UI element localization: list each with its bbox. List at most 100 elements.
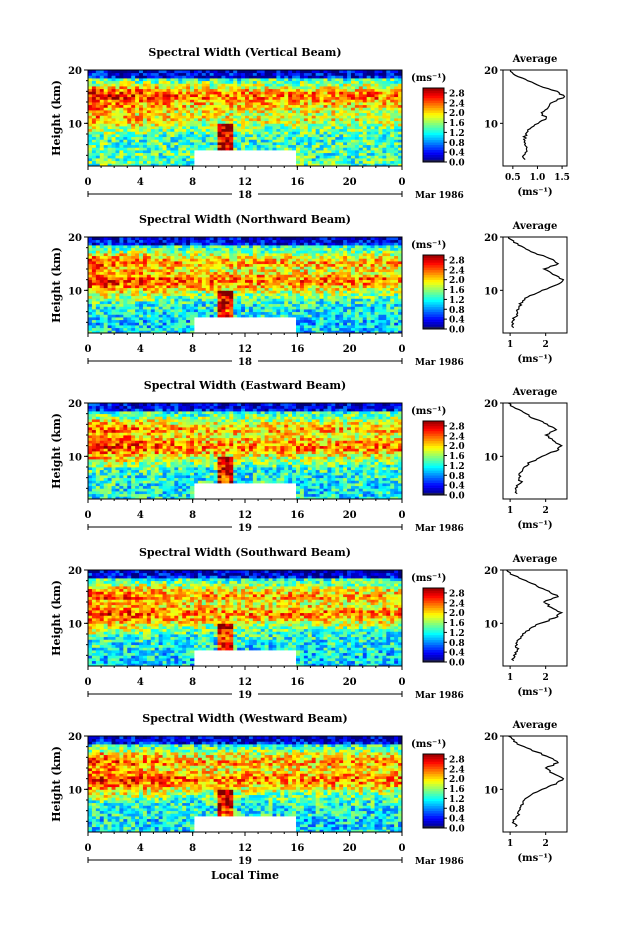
x-tick-label: 0 bbox=[85, 344, 92, 355]
colorbar-tick-label: 2.0 bbox=[449, 609, 465, 619]
colorbar-tick-label: 1.2 bbox=[449, 462, 465, 472]
x-tick-label: 8 bbox=[189, 843, 196, 854]
colorbar-tick-label: 0.0 bbox=[449, 159, 465, 169]
x-tick-label: 12 bbox=[238, 677, 252, 688]
colorbar-tick-label: 0.0 bbox=[449, 825, 465, 835]
date-label: Mar 1986 bbox=[415, 191, 464, 201]
panel-title: Spectral Width (Vertical Beam) bbox=[148, 46, 341, 59]
y-tick-label: 10 bbox=[68, 119, 82, 130]
average-title: Average bbox=[512, 387, 558, 398]
colorbar-tick-label: 2.4 bbox=[449, 432, 465, 442]
colorbar-tick-label: 0.0 bbox=[449, 326, 465, 336]
colorbar-tick-label: 2.0 bbox=[449, 775, 465, 785]
x-tick-label: 0 bbox=[399, 677, 406, 688]
y-tick-label: 10 bbox=[68, 619, 82, 630]
x-tick-label: 0 bbox=[399, 344, 406, 355]
colorbar-tick-label: 1.2 bbox=[449, 129, 465, 139]
average-y-tick-label: 10 bbox=[484, 452, 498, 463]
colorbar-tick-label: 0.4 bbox=[449, 649, 465, 659]
x-tick-label: 0 bbox=[85, 677, 92, 688]
y-tick-label: 20 bbox=[68, 732, 82, 743]
colorbar-tick-label: 0.8 bbox=[449, 472, 465, 482]
x-tick-label: 12 bbox=[238, 177, 252, 188]
average-profile-line bbox=[507, 236, 565, 329]
colorbar-tick-label: 0.4 bbox=[449, 316, 465, 326]
average-x-tick-label: 1 bbox=[507, 839, 513, 849]
x-tick-label: 4 bbox=[137, 510, 144, 521]
y-tick-label: 20 bbox=[68, 566, 82, 577]
y-axis-label: Height (km) bbox=[50, 580, 63, 656]
colorbar-tick-label: 0.8 bbox=[449, 139, 465, 149]
average-x-tick-label: 0.5 bbox=[505, 173, 521, 183]
colorbar-tick-label: 2.8 bbox=[449, 256, 465, 266]
average-title: Average bbox=[512, 221, 558, 232]
average-x-label: (ms⁻¹) bbox=[517, 853, 552, 864]
average-y-tick-label: 20 bbox=[484, 233, 498, 244]
x-tick-label: 20 bbox=[343, 677, 357, 688]
colorbar-tick-label: 1.2 bbox=[449, 795, 465, 805]
y-tick-label: 10 bbox=[68, 452, 82, 463]
day-label: 19 bbox=[238, 856, 252, 867]
average-x-label: (ms⁻¹) bbox=[517, 354, 552, 365]
colorbar-tick-label: 0.4 bbox=[449, 149, 465, 159]
x-tick-label: 20 bbox=[343, 843, 357, 854]
average-x-tick-label: 2 bbox=[543, 340, 549, 350]
y-axis-label: Height (km) bbox=[50, 247, 63, 323]
date-label: Mar 1986 bbox=[415, 524, 464, 534]
colorbar-tick-label: 2.8 bbox=[449, 755, 465, 765]
x-tick-label: 16 bbox=[290, 843, 304, 854]
colorbar-tick-label: 2.4 bbox=[449, 266, 465, 276]
heatmap bbox=[88, 403, 403, 500]
colorbar-tick-label: 0.0 bbox=[449, 492, 465, 502]
x-tick-label: 16 bbox=[290, 510, 304, 521]
colorbar-tick-label: 1.6 bbox=[449, 119, 465, 129]
colorbar-tick-label: 2.8 bbox=[449, 89, 465, 99]
colorbar-tick-label: 0.4 bbox=[449, 815, 465, 825]
panel-2: Spectral Width (Northward Beam)2010Heigh… bbox=[50, 213, 568, 368]
average-y-tick-label: 20 bbox=[484, 399, 498, 410]
heatmap bbox=[88, 70, 403, 167]
colorbar-tick-label: 1.6 bbox=[449, 619, 465, 629]
x-tick-label: 8 bbox=[189, 177, 196, 188]
panel-4: Spectral Width (Southward Beam)2010Heigh… bbox=[50, 546, 568, 701]
colorbar-tick-label: 2.8 bbox=[449, 589, 465, 599]
average-x-tick-label: 1 bbox=[507, 506, 513, 516]
colorbar-tick-label: 1.2 bbox=[449, 296, 465, 306]
average-x-label: (ms⁻¹) bbox=[517, 520, 552, 531]
average-title: Average bbox=[512, 720, 558, 731]
y-axis-label: Height (km) bbox=[50, 80, 63, 156]
average-profile-line bbox=[508, 735, 565, 828]
average-x-label: (ms⁻¹) bbox=[517, 187, 552, 198]
x-tick-label: 0 bbox=[399, 510, 406, 521]
colorbar bbox=[423, 421, 444, 496]
colorbar-unit: (ms⁻¹) bbox=[411, 406, 446, 417]
colorbar-unit: (ms⁻¹) bbox=[411, 739, 446, 750]
average-y-tick-label: 10 bbox=[484, 785, 498, 796]
colorbar-tick-label: 1.6 bbox=[449, 452, 465, 462]
average-x-tick-label: 1.0 bbox=[530, 173, 546, 183]
colorbar-tick-label: 2.4 bbox=[449, 99, 465, 109]
panel-5: Spectral Width (Westward Beam)2010Height… bbox=[50, 712, 568, 867]
average-x-tick-label: 2 bbox=[543, 506, 549, 516]
colorbar bbox=[423, 255, 444, 330]
x-tick-label: 8 bbox=[189, 344, 196, 355]
colorbar-tick-label: 0.4 bbox=[449, 482, 465, 492]
average-y-tick-label: 10 bbox=[484, 286, 498, 297]
colorbar-unit: (ms⁻¹) bbox=[411, 573, 446, 584]
colorbar-tick-label: 2.4 bbox=[449, 765, 465, 775]
colorbar-tick-label: 2.0 bbox=[449, 442, 465, 452]
x-tick-label: 4 bbox=[137, 843, 144, 854]
x-tick-label: 20 bbox=[343, 344, 357, 355]
heatmap bbox=[88, 736, 403, 833]
x-tick-label: 0 bbox=[85, 843, 92, 854]
date-label: Mar 1986 bbox=[415, 358, 464, 368]
x-tick-label: 12 bbox=[238, 843, 252, 854]
colorbar-tick-label: 1.2 bbox=[449, 629, 465, 639]
x-tick-label: 16 bbox=[290, 677, 304, 688]
x-tick-label: 8 bbox=[189, 677, 196, 688]
y-tick-label: 10 bbox=[68, 286, 82, 297]
average-profile-line bbox=[509, 69, 566, 161]
x-tick-label: 16 bbox=[290, 177, 304, 188]
colorbar-tick-label: 2.8 bbox=[449, 422, 465, 432]
heatmap bbox=[88, 237, 403, 334]
